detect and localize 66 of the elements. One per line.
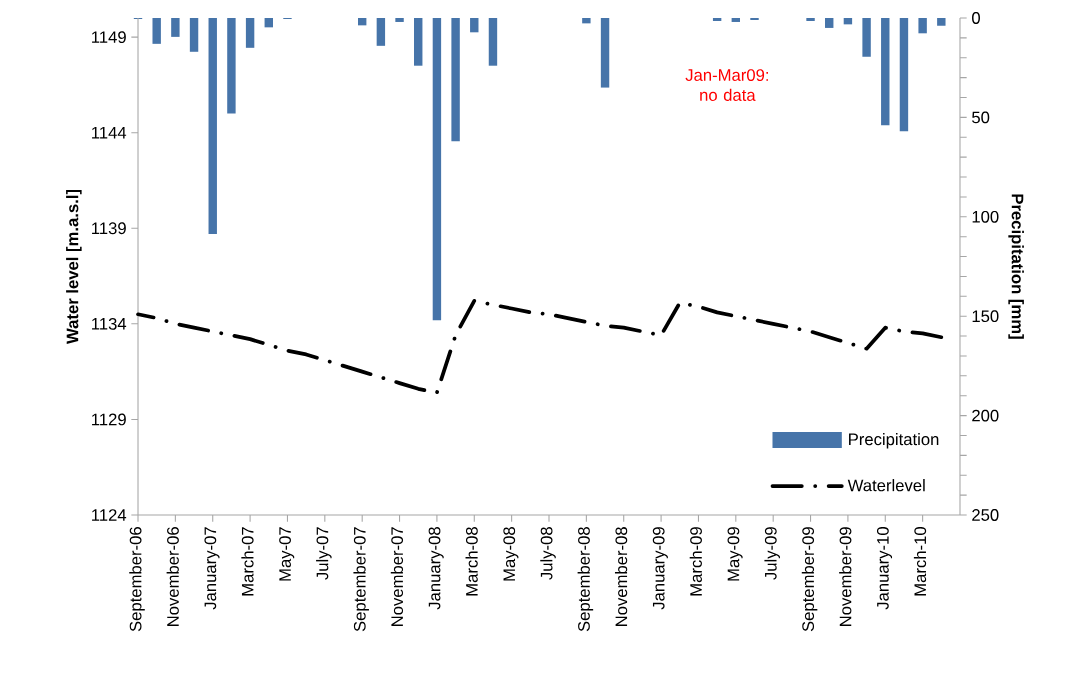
y2-axis-title: Precipitation [mm] bbox=[1008, 194, 1024, 339]
legend-label: Waterlevel bbox=[847, 479, 925, 492]
x-tick-label: May-09 bbox=[727, 527, 743, 581]
x-tick-label: May-07 bbox=[279, 527, 295, 581]
bar bbox=[357, 17, 367, 26]
bar bbox=[918, 17, 927, 34]
y-tick-label: 1124 bbox=[92, 509, 127, 521]
y2-tick-label: 100 bbox=[972, 210, 999, 223]
y-tick-label: 1129 bbox=[92, 413, 126, 426]
bar bbox=[470, 17, 479, 33]
x-tick-label: September-06 bbox=[129, 527, 145, 632]
y-tick-label: 1144 bbox=[92, 126, 127, 139]
x-tick-label: March-09 bbox=[689, 527, 702, 596]
x-tick-label: March-08 bbox=[465, 527, 478, 596]
bar bbox=[600, 17, 610, 88]
bar bbox=[414, 17, 423, 66]
x-tick-label: November-09 bbox=[839, 527, 852, 626]
x-tick-label: July-07 bbox=[316, 527, 332, 580]
bar bbox=[899, 17, 909, 132]
legend-label: Precipitation bbox=[849, 432, 939, 449]
x-tick-label: November-06 bbox=[166, 527, 179, 626]
annotation: Jan-Mar09: no data bbox=[685, 69, 768, 101]
x-tick-label: January-09 bbox=[652, 527, 668, 610]
bar bbox=[245, 17, 255, 48]
x-tick-label: September-09 bbox=[801, 527, 818, 632]
bar bbox=[825, 17, 834, 28]
bar bbox=[152, 17, 161, 44]
bar bbox=[227, 17, 236, 114]
bar bbox=[731, 17, 741, 22]
y2-tick-label: 50 bbox=[972, 111, 990, 124]
x-tick-label: May-08 bbox=[503, 527, 519, 581]
x-tick-label: November-07 bbox=[390, 527, 404, 626]
bar bbox=[862, 17, 871, 57]
bar bbox=[208, 17, 217, 235]
y2-tick-label: 150 bbox=[972, 310, 999, 323]
x-tick-label: September-07 bbox=[353, 527, 369, 632]
bar bbox=[171, 17, 180, 37]
bar bbox=[264, 17, 273, 28]
bar bbox=[881, 17, 890, 126]
x-tick-label: January-10 bbox=[876, 527, 893, 610]
y2-tick-label: 200 bbox=[972, 409, 999, 422]
y-tick-label: 1134 bbox=[92, 317, 127, 330]
y2-tick-label: 250 bbox=[972, 509, 999, 521]
bar bbox=[582, 17, 591, 24]
bar bbox=[750, 17, 759, 20]
x-tick-label: January-08 bbox=[428, 527, 444, 610]
bar bbox=[189, 17, 199, 52]
y-axis-title: Water level [m.a.s.l] bbox=[66, 189, 82, 344]
bar bbox=[712, 17, 722, 21]
y-tick-label: 1149 bbox=[92, 31, 126, 44]
bar bbox=[432, 17, 442, 321]
bar bbox=[376, 17, 386, 46]
y2-tick-label: 0 bbox=[972, 12, 980, 24]
x-tick-label: March-07 bbox=[241, 527, 254, 596]
y-tick-label: 1139 bbox=[92, 222, 126, 235]
x-tick-label: September-08 bbox=[577, 527, 594, 632]
bar bbox=[395, 17, 404, 22]
bar bbox=[806, 17, 815, 21]
bar bbox=[451, 17, 460, 142]
bar bbox=[937, 17, 946, 26]
x-tick-label: July-09 bbox=[764, 527, 780, 580]
x-tick-label: March-10 bbox=[913, 527, 927, 596]
bar bbox=[488, 17, 498, 66]
x-tick-label: July-08 bbox=[540, 527, 556, 580]
x-tick-label: January-07 bbox=[204, 527, 220, 610]
x-tick-label: November-08 bbox=[614, 527, 628, 626]
